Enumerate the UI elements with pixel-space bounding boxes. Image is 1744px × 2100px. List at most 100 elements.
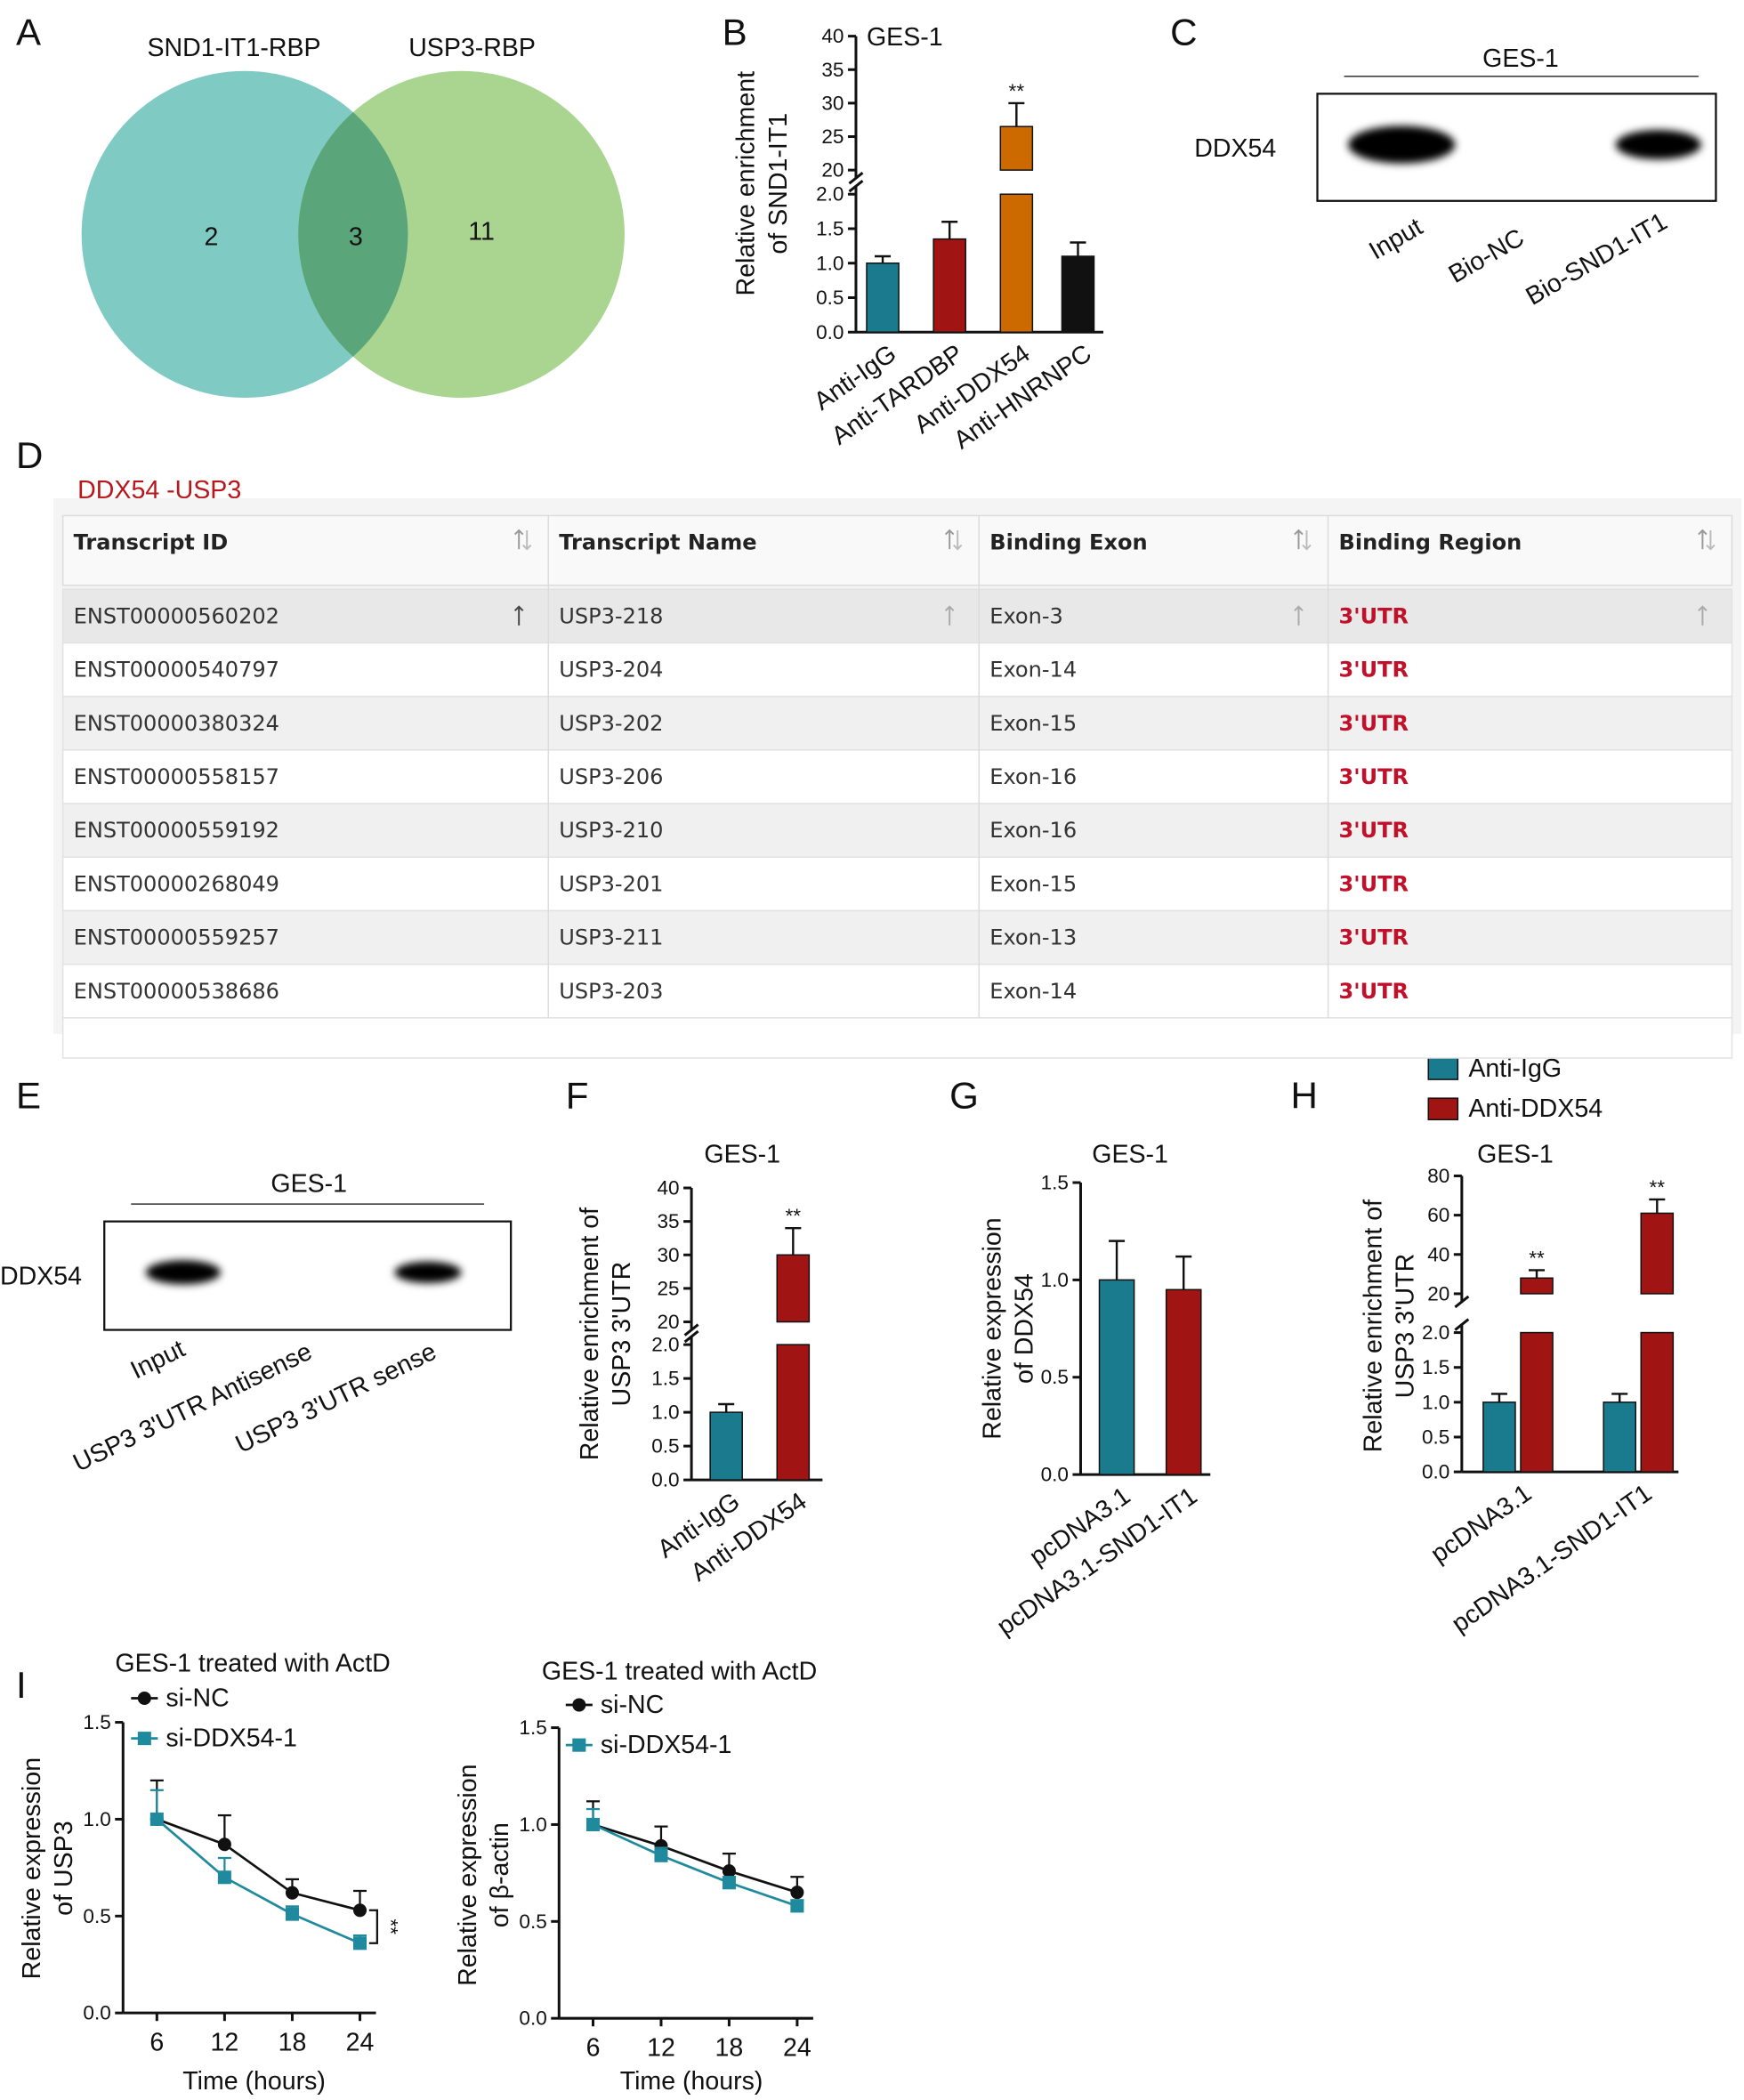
panel-letter: H <box>1290 1075 1317 1117</box>
sort-icon <box>1302 530 1312 551</box>
marker <box>217 1870 231 1885</box>
y-tick-label: 0.0 <box>1422 1461 1449 1483</box>
y-tick-label: 0.0 <box>519 2007 546 2030</box>
sort-icon <box>1698 529 1708 550</box>
panel-letter: B <box>723 12 747 53</box>
legend-marker <box>137 1732 151 1746</box>
series-line <box>592 1823 798 1908</box>
table-cell: ENST00000559192 <box>74 818 279 843</box>
bar <box>776 1344 811 1481</box>
significance-bracket <box>368 1909 378 1944</box>
y-tick-label: 35 <box>657 1210 679 1232</box>
chart-title: GES-1 <box>1092 1140 1168 1168</box>
panel-letter: A <box>16 12 41 53</box>
table-row <box>61 642 1733 698</box>
y-tick-label: 40 <box>1427 1243 1449 1265</box>
sort-icon <box>522 530 532 551</box>
y-axis-label: of SND1-IT1 <box>764 113 793 254</box>
table-cell: USP3-201 <box>559 871 663 896</box>
marker <box>722 1876 736 1890</box>
y-tick-label: 2.0 <box>651 1334 679 1356</box>
table-cell: 3'UTR <box>1339 764 1409 789</box>
y-tick-label: 0.0 <box>83 2002 110 2024</box>
venn-count: 2 <box>205 222 219 251</box>
y-tick-label: 30 <box>821 92 844 114</box>
y-tick-label: 0.5 <box>651 1435 679 1458</box>
y-tick-label: 2.0 <box>816 183 844 206</box>
x-tick-label: pcDNA3.1 <box>1425 1479 1537 1569</box>
marker <box>654 1848 668 1862</box>
marker <box>722 1864 736 1878</box>
bar <box>1061 255 1095 334</box>
y-tick-label: 0.0 <box>816 321 844 343</box>
chart-title: GES-1 <box>1477 1140 1554 1168</box>
y-tick-label: 1.0 <box>1422 1391 1449 1413</box>
x-tick-label: 18 <box>715 2033 744 2062</box>
chart-title: GES-1 <box>867 23 943 52</box>
table-header: Transcript ID <box>74 530 229 555</box>
significance: ** <box>1009 80 1025 102</box>
venn-overlap <box>298 70 408 399</box>
y-axis-label: Relative enrichment of <box>1360 1199 1388 1452</box>
table-cell: Exon-16 <box>989 818 1077 843</box>
sort-icon <box>944 605 955 626</box>
y-axis-label: Relative expression <box>18 1757 46 1979</box>
sort-icon <box>513 529 524 550</box>
axis-break <box>1454 1318 1470 1331</box>
y-tick-label: 1.5 <box>651 1368 679 1390</box>
y-axis-label: Relative expression <box>978 1217 1006 1439</box>
chart-title: GES-1 <box>704 1140 780 1168</box>
table-cell: USP3-203 <box>559 979 663 1004</box>
x-tick-label: pcDNA3.1-SND1-IT1 <box>1447 1479 1658 1638</box>
legend-label: si-DDX54-1 <box>166 1724 297 1753</box>
y-axis-label: of DDX54 <box>1010 1273 1038 1384</box>
bar <box>776 1254 811 1323</box>
table-header: Binding Exon <box>989 530 1147 555</box>
bar <box>1640 1212 1675 1295</box>
panel-letter: E <box>16 1075 41 1117</box>
table-cell: ENST00000538686 <box>74 979 279 1004</box>
x-tick-label: 6 <box>149 2028 164 2056</box>
significance: ** <box>379 1918 401 1934</box>
y-tick-label: 0.5 <box>816 287 844 309</box>
venn-set-name: USP3-RBP <box>408 34 536 62</box>
y-tick-label: 20 <box>657 1311 679 1333</box>
axis-break <box>848 180 864 193</box>
sort-icon <box>1294 529 1304 550</box>
bar <box>1098 1279 1135 1475</box>
sort-icon <box>952 530 963 551</box>
y-tick-label: 25 <box>657 1277 679 1299</box>
lane-label: USP3 3'UTR sense <box>231 1337 441 1459</box>
significance: ** <box>1650 1176 1666 1199</box>
y-tick-label: 0.0 <box>651 1469 679 1491</box>
legend-label: si-NC <box>601 1691 664 1719</box>
y-tick-label: 20 <box>1427 1282 1449 1304</box>
table-cell: Exon-14 <box>989 658 1077 682</box>
bar <box>1482 1401 1516 1473</box>
y-tick-label: 1.0 <box>1041 1269 1069 1291</box>
axis-break <box>848 171 864 185</box>
blot-band <box>1348 125 1456 164</box>
marker <box>790 1899 804 1913</box>
y-axis-label: Relative enrichment of <box>576 1208 604 1460</box>
y-tick-label: 1.5 <box>519 1716 546 1739</box>
significance: ** <box>1529 1247 1545 1269</box>
table-cell: ENST00000380324 <box>74 711 279 736</box>
table-cell: 3'UTR <box>1339 979 1409 1004</box>
table-cell: 3'UTR <box>1339 603 1409 628</box>
table-row <box>61 803 1733 859</box>
marker <box>217 1838 231 1852</box>
blot-title: GES-1 <box>1482 44 1559 73</box>
x-tick-label: 6 <box>586 2033 601 2062</box>
table-row <box>61 588 1733 644</box>
lane-label: Bio-SND1-IT1 <box>1521 207 1672 311</box>
sort-icon <box>944 529 955 550</box>
table-cell: Exon-15 <box>989 711 1077 736</box>
y-tick-label: 1.5 <box>1041 1171 1069 1193</box>
table-cell: ENST00000268049 <box>74 871 279 896</box>
x-axis-label: Time (hours) <box>620 2067 763 2096</box>
table-cell: USP3-210 <box>559 818 663 843</box>
table-row <box>61 749 1733 804</box>
table-cell: 3'UTR <box>1339 658 1409 682</box>
table-cell: 3'UTR <box>1339 818 1409 843</box>
